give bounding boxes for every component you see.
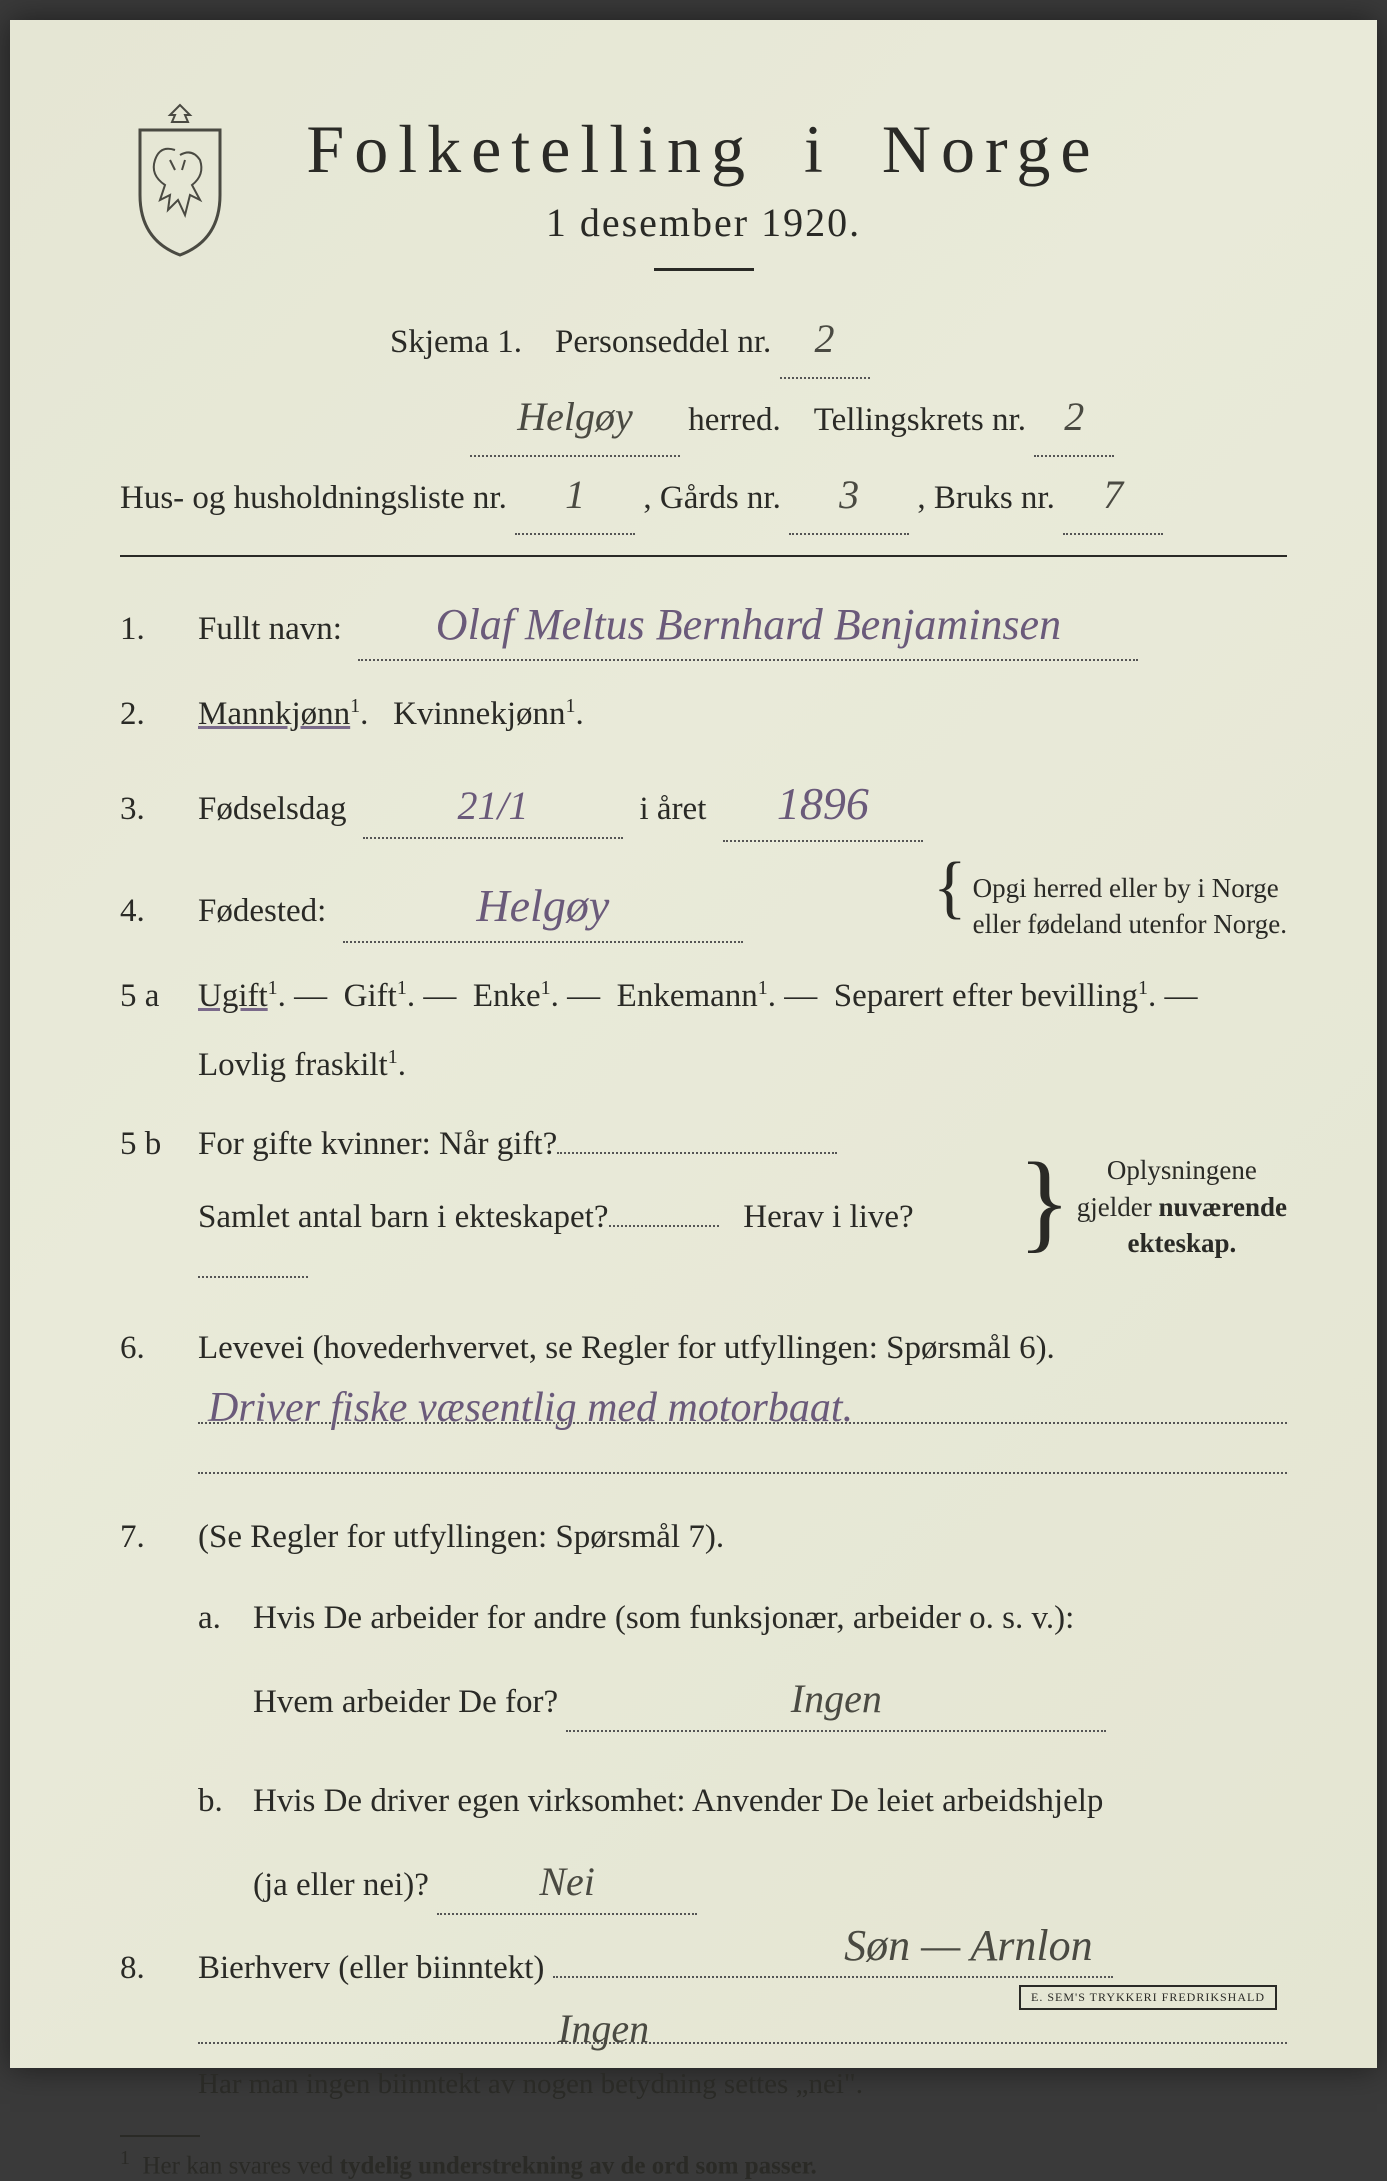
skjema-label: Skjema 1. [390,324,522,360]
q8: 8. Bierhverv (eller biinntekt) Søn — Arn… [120,1943,1287,2107]
q5a-enkemann: Enkemann [617,978,758,1014]
husliste-label: Hus- og husholdningsliste nr. [120,480,507,516]
q5b-num: 5 b [120,1119,198,1170]
q8-value-top: Søn — Arnlon [844,1912,1093,1980]
q3-label: Fødselsdag [198,791,347,827]
footnote-rule [120,2135,200,2137]
q7a-value: Ingen [791,1668,882,1730]
form-date: 1 desember 1920. [120,199,1287,246]
q3-mid: i året [640,791,707,827]
q3-num: 3. [120,784,198,835]
meta-block: Skjema 1. Personseddel nr. 2 Helgøy herr… [120,301,1287,535]
q5a-fraskilt: Lovlig fraskilt [198,1047,388,1083]
q5a-ugift: Ugift [198,978,268,1014]
form-header: Folketelling i Norge 1 desember 1920. [120,90,1287,271]
q4-num: 4. [120,886,198,937]
q1-label: Fullt navn: [198,611,342,647]
question-list: 1. Fullt navn: Olaf Meltus Bernhard Benj… [120,591,1287,2107]
q6-num: 6. [120,1323,198,1374]
bruks-label: , Bruks nr. [917,480,1055,516]
personseddel-label: Personseddel nr. [555,324,771,360]
husliste-nr: 1 [565,457,585,533]
q5b-l1: For gifte kvinner: Når gift? [198,1126,557,1162]
q5a: 5 a Ugift1. — Gift1. — Enke1. — Enkemann… [120,971,1287,1091]
census-form-page: Folketelling i Norge 1 desember 1920. Sk… [10,20,1377,2068]
q7a-l1: Hvis De arbeider for andre (som funksjon… [253,1593,1287,1644]
q6-value: Driver fiske væsentlig med motorbaat. [208,1376,853,1441]
q4-label: Fødested: [198,893,326,929]
q3: 3. Fødselsdag 21/1 i året 1896 [120,768,1287,841]
q7a-l2: Hvem arbeider De for? [253,1684,558,1720]
q4: 4. Fødested: Helgøy { Opgi herred eller … [120,870,1287,943]
q7-label: (Se Regler for utfyllingen: Spørsmål 7). [198,1512,1287,1563]
q6-label: Levevei (hovederhvervet, se Regler for u… [198,1330,1055,1366]
q7-num: 7. [120,1512,198,1563]
q5b-note: Oplysningene gjelder nuværende ekteskap. [1077,1152,1287,1261]
q3-day: 21/1 [457,775,528,837]
section-rule [120,555,1287,557]
q7a-num: a. [198,1593,253,1732]
q1: 1. Fullt navn: Olaf Meltus Bernhard Benj… [120,591,1287,661]
q7b-l2: (ja eller nei)? [253,1867,429,1903]
q5b: 5 b For gifte kvinner: Når gift? Samlet … [120,1119,1287,1294]
personseddel-nr: 2 [815,301,835,377]
q2: 2. Mannkjønn1. Kvinnekjønn1. [120,689,1287,740]
q7b-value: Nei [539,1851,595,1913]
q7b-num: b. [198,1776,253,1915]
printer-stamp: E. SEM'S TRYKKERI FREDRIKSHALD [1019,1985,1277,2010]
gards-label: , Gårds nr. [643,480,780,516]
coat-of-arms-icon [120,100,240,260]
q5b-l2b: Herav i live? [743,1199,913,1235]
footnote: 1 Her kan svares ved tydelig understrekn… [120,2147,1287,2180]
q4-value: Helgøy [476,870,609,941]
q8-label: Bierhverv (eller biinntekt) [198,1950,544,1986]
q8-num: 8. [120,1943,198,1994]
bruks-nr: 7 [1103,457,1123,533]
q3-year: 1896 [777,768,869,839]
q5a-separert: Separert efter bevilling [834,978,1138,1014]
brace-icon: } [1018,1174,1071,1229]
q2-mann: Mannkjønn [198,696,350,732]
herred-name: Helgøy [517,379,633,455]
title-block: Folketelling i Norge 1 desember 1920. [120,90,1287,271]
q7: 7. (Se Regler for utfyllingen: Spørsmål … [120,1512,1287,1915]
q6: 6. Levevei (hovederhvervet, se Regler fo… [120,1323,1287,1474]
herred-label: herred. [688,402,781,438]
q8-value: Ingen [558,1998,649,2060]
tellingskrets-nr: 2 [1064,379,1084,455]
q7b: b. Hvis De driver egen virksomhet: Anven… [198,1776,1287,1915]
q4-note: Opgi herred eller by i Norge eller fødel… [973,870,1287,943]
gards-nr: 3 [839,457,859,533]
q7a: a. Hvis De arbeider for andre (som funks… [198,1593,1287,1732]
brace-icon: { [933,870,967,905]
q8-note: Har man ingen biinntekt av nogen betydni… [198,2062,1287,2107]
q1-num: 1. [120,604,198,655]
q5a-num: 5 a [120,971,198,1022]
q7b-l1: Hvis De driver egen virksomhet: Anvender… [253,1776,1287,1827]
form-title: Folketelling i Norge [120,110,1287,189]
title-divider [654,268,754,271]
tellingskrets-label: Tellingskrets nr. [814,402,1026,438]
q1-value: Olaf Meltus Bernhard Benjaminsen [436,591,1061,659]
q2-kvinne: Kvinnekjønn [393,696,565,732]
q5a-gift: Gift [344,978,397,1014]
q2-num: 2. [120,689,198,740]
q5a-enke: Enke [473,978,541,1014]
q5b-l2a: Samlet antal barn i ekteskapet? [198,1199,609,1235]
